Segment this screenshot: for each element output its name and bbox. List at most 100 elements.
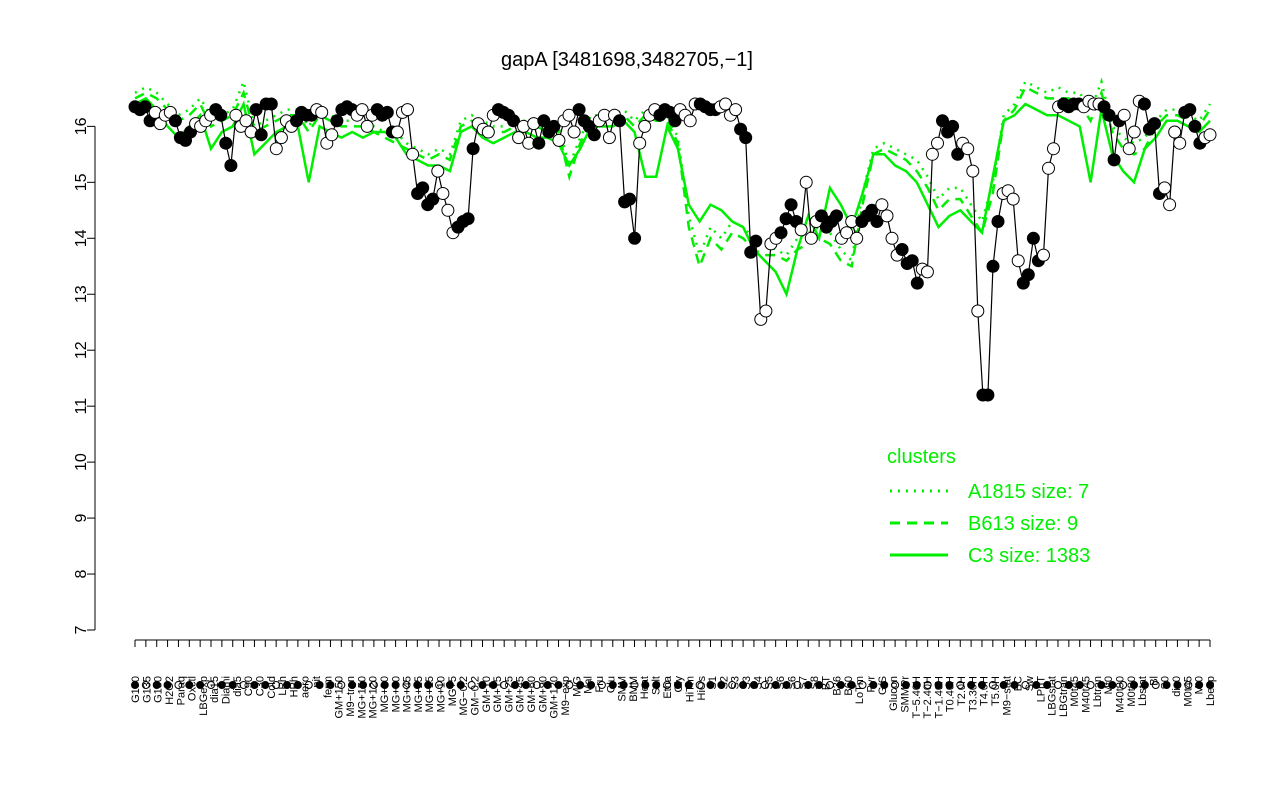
data-point bbox=[416, 181, 430, 195]
x-rug-mark bbox=[891, 681, 900, 689]
x-tick-label: B60 bbox=[843, 676, 855, 696]
y-tick-label: 13 bbox=[73, 285, 90, 303]
data-point bbox=[214, 108, 228, 122]
x-tick-label: MG+15 bbox=[424, 676, 436, 712]
data-point bbox=[441, 203, 455, 217]
x-rug-mark bbox=[1206, 681, 1214, 689]
data-point bbox=[168, 114, 182, 128]
data-point bbox=[239, 114, 253, 128]
data-point bbox=[532, 136, 546, 150]
x-tick-label: S7 bbox=[798, 676, 810, 689]
data-point bbox=[925, 147, 939, 161]
data-point bbox=[784, 198, 798, 212]
x-tick-label: LoTm bbox=[854, 676, 866, 704]
legend-label: B613 size: 9 bbox=[968, 513, 1078, 535]
data-point bbox=[138, 100, 152, 114]
x-rug-mark bbox=[912, 681, 921, 689]
data-point bbox=[668, 114, 682, 128]
x-tick-label: Sw bbox=[1024, 676, 1036, 691]
x-rug-mark bbox=[804, 681, 813, 689]
data-point bbox=[865, 203, 879, 217]
x-rug-mark bbox=[967, 681, 976, 689]
x-axis: G150 G135 G180 H2O2 Paraq Oxctl LBGexp dia15 Dia… bbox=[130, 639, 1217, 719]
x-rug-mark bbox=[1108, 681, 1117, 689]
x-tick-label: M9−tran bbox=[345, 676, 357, 717]
data-point bbox=[587, 128, 601, 142]
y-tick-label: 11 bbox=[73, 398, 90, 415]
data-point bbox=[1173, 136, 1187, 150]
data-point bbox=[1127, 125, 1141, 139]
x-tick-label: LPhT bbox=[1035, 676, 1047, 703]
x-rug-mark bbox=[304, 681, 313, 689]
data-point bbox=[623, 192, 637, 206]
x-tick-label: HiOs bbox=[696, 676, 708, 701]
x-rug-mark bbox=[511, 681, 520, 689]
x-rug-mark bbox=[587, 681, 596, 689]
x-tick-label: T−2.40H bbox=[922, 676, 934, 719]
data-point bbox=[794, 223, 808, 237]
x-rug-mark bbox=[1043, 681, 1052, 689]
x-tick-label: BMM bbox=[628, 676, 640, 702]
x-tick-label: MG−0.2 bbox=[458, 676, 470, 715]
x-rug-mark bbox=[413, 681, 422, 689]
data-point bbox=[971, 304, 985, 318]
legend-title: clusters bbox=[887, 446, 956, 468]
x-rug-mark bbox=[728, 681, 737, 689]
x-tick-label: LPh bbox=[277, 676, 289, 696]
x-tick-label: Gly bbox=[673, 676, 685, 693]
x-tick-label: M/G bbox=[571, 676, 583, 697]
x-rug-mark bbox=[1129, 681, 1138, 689]
x-tick-label: GM+45 bbox=[515, 676, 527, 712]
x-tick-label: T5.0H bbox=[990, 676, 1002, 706]
data-point bbox=[1188, 119, 1202, 133]
x-tick-label: S5 bbox=[764, 676, 776, 689]
x-tick-label: MG+150 bbox=[356, 676, 368, 719]
data-point bbox=[719, 97, 732, 111]
x-rug-mark bbox=[272, 681, 281, 689]
x-tick-label: MG+25 bbox=[413, 676, 425, 712]
x-tick-label: S4 bbox=[752, 676, 764, 689]
x-rug-mark bbox=[141, 681, 150, 689]
x-tick-label: T4.0H bbox=[979, 676, 991, 706]
x-rug-mark bbox=[749, 681, 758, 689]
data-point bbox=[461, 212, 475, 226]
data-point bbox=[986, 259, 1000, 273]
x-rug-mark bbox=[152, 681, 161, 689]
data-point bbox=[567, 125, 581, 139]
x-rug-mark bbox=[847, 681, 856, 689]
data-point bbox=[264, 97, 278, 111]
data-point bbox=[1107, 153, 1121, 167]
x-tick-label: M40t45 bbox=[1081, 676, 1093, 713]
x-tick-label: BT bbox=[820, 676, 832, 690]
x-rug-mark bbox=[261, 681, 270, 689]
data-point bbox=[875, 198, 889, 212]
x-rug-mark bbox=[445, 681, 454, 689]
data-point bbox=[628, 231, 642, 245]
x-rug-mark bbox=[521, 681, 530, 689]
data-point bbox=[406, 147, 420, 161]
x-tick-label: M0t45 bbox=[1182, 676, 1194, 707]
data-point bbox=[951, 147, 965, 161]
data-point bbox=[481, 125, 495, 139]
x-rug-mark bbox=[293, 681, 302, 689]
x-rug-mark bbox=[945, 681, 954, 689]
x-rug-mark bbox=[608, 681, 617, 689]
x-rug-mark bbox=[1053, 681, 1062, 689]
data-point bbox=[219, 136, 233, 150]
y-axis: 7 8 9 10 11 12 13 14 15 16 bbox=[73, 117, 95, 634]
data-point bbox=[1102, 108, 1116, 122]
data-point bbox=[431, 164, 445, 178]
x-rug-mark bbox=[825, 681, 834, 689]
data-point bbox=[744, 245, 758, 259]
x-tick-label: Cold bbox=[266, 676, 278, 699]
x-tick-label: MG+5 bbox=[447, 676, 459, 706]
x-rug-mark bbox=[1086, 681, 1095, 689]
data-point bbox=[910, 276, 924, 290]
x-tick-label: GM+15 bbox=[492, 676, 504, 712]
x-rug-mark bbox=[923, 681, 932, 689]
x-tick-label: S1 bbox=[707, 676, 719, 689]
x-tick-label: T−5.40H bbox=[911, 676, 923, 719]
data-point bbox=[401, 103, 414, 117]
data-point bbox=[931, 136, 944, 150]
x-rug-mark bbox=[576, 681, 585, 689]
